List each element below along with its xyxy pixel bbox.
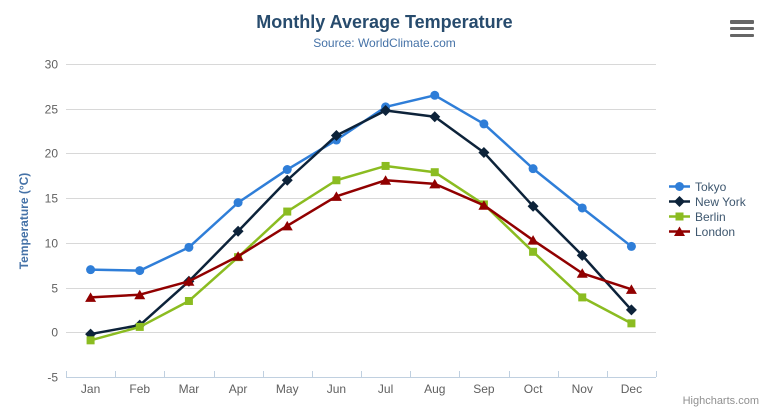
- svg-text:Jan: Jan: [81, 382, 100, 396]
- legend-item-berlin[interactable]: Berlin: [669, 209, 746, 224]
- svg-text:25: 25: [45, 103, 59, 117]
- new-york-series-marker-icon: [669, 196, 690, 207]
- svg-text:Apr: Apr: [229, 382, 248, 396]
- legend-label-london: London: [695, 224, 736, 239]
- legend-label-new-york: New York: [695, 194, 746, 209]
- chart-subtitle: Source: WorldClimate.com: [313, 36, 456, 50]
- export-menu-button[interactable]: [730, 20, 754, 37]
- legend-item-london[interactable]: London: [669, 224, 746, 239]
- svg-text:Sep: Sep: [473, 382, 495, 396]
- hamburger-icon: [730, 26, 754, 31]
- legend-item-new-york[interactable]: New York: [669, 194, 746, 209]
- svg-text:Nov: Nov: [572, 382, 593, 396]
- credits-link[interactable]: Highcharts.com: [682, 395, 759, 407]
- svg-text:-5: -5: [47, 371, 58, 385]
- legend-item-tokyo[interactable]: Tokyo: [669, 179, 746, 194]
- legend: Tokyo New York Berlin London: [669, 179, 746, 239]
- svg-text:20: 20: [45, 147, 59, 161]
- svg-text:0: 0: [51, 326, 58, 340]
- chart-title: Monthly Average Temperature: [256, 12, 513, 32]
- hamburger-icon: [730, 20, 754, 24]
- svg-text:Mar: Mar: [179, 382, 200, 396]
- svg-text:5: 5: [51, 282, 58, 296]
- svg-text:30: 30: [45, 58, 59, 72]
- hamburger-icon: [730, 33, 754, 37]
- svg-text:10: 10: [45, 237, 59, 251]
- svg-text:Feb: Feb: [129, 382, 150, 396]
- y-axis-title: Temperature (°C): [17, 172, 31, 270]
- svg-text:Jul: Jul: [378, 382, 393, 396]
- legend-label-tokyo: Tokyo: [695, 179, 727, 194]
- svg-text:Dec: Dec: [621, 382, 642, 396]
- svg-text:Aug: Aug: [424, 382, 445, 396]
- tokyo-series-marker-icon: [669, 182, 690, 191]
- svg-text:15: 15: [45, 192, 59, 206]
- berlin-series-marker-icon: [669, 212, 690, 221]
- london-series-marker-icon: [669, 226, 690, 236]
- svg-text:May: May: [276, 382, 299, 396]
- legend-label-berlin: Berlin: [695, 209, 726, 224]
- svg-text:Jun: Jun: [327, 382, 346, 396]
- svg-text:Oct: Oct: [524, 382, 543, 396]
